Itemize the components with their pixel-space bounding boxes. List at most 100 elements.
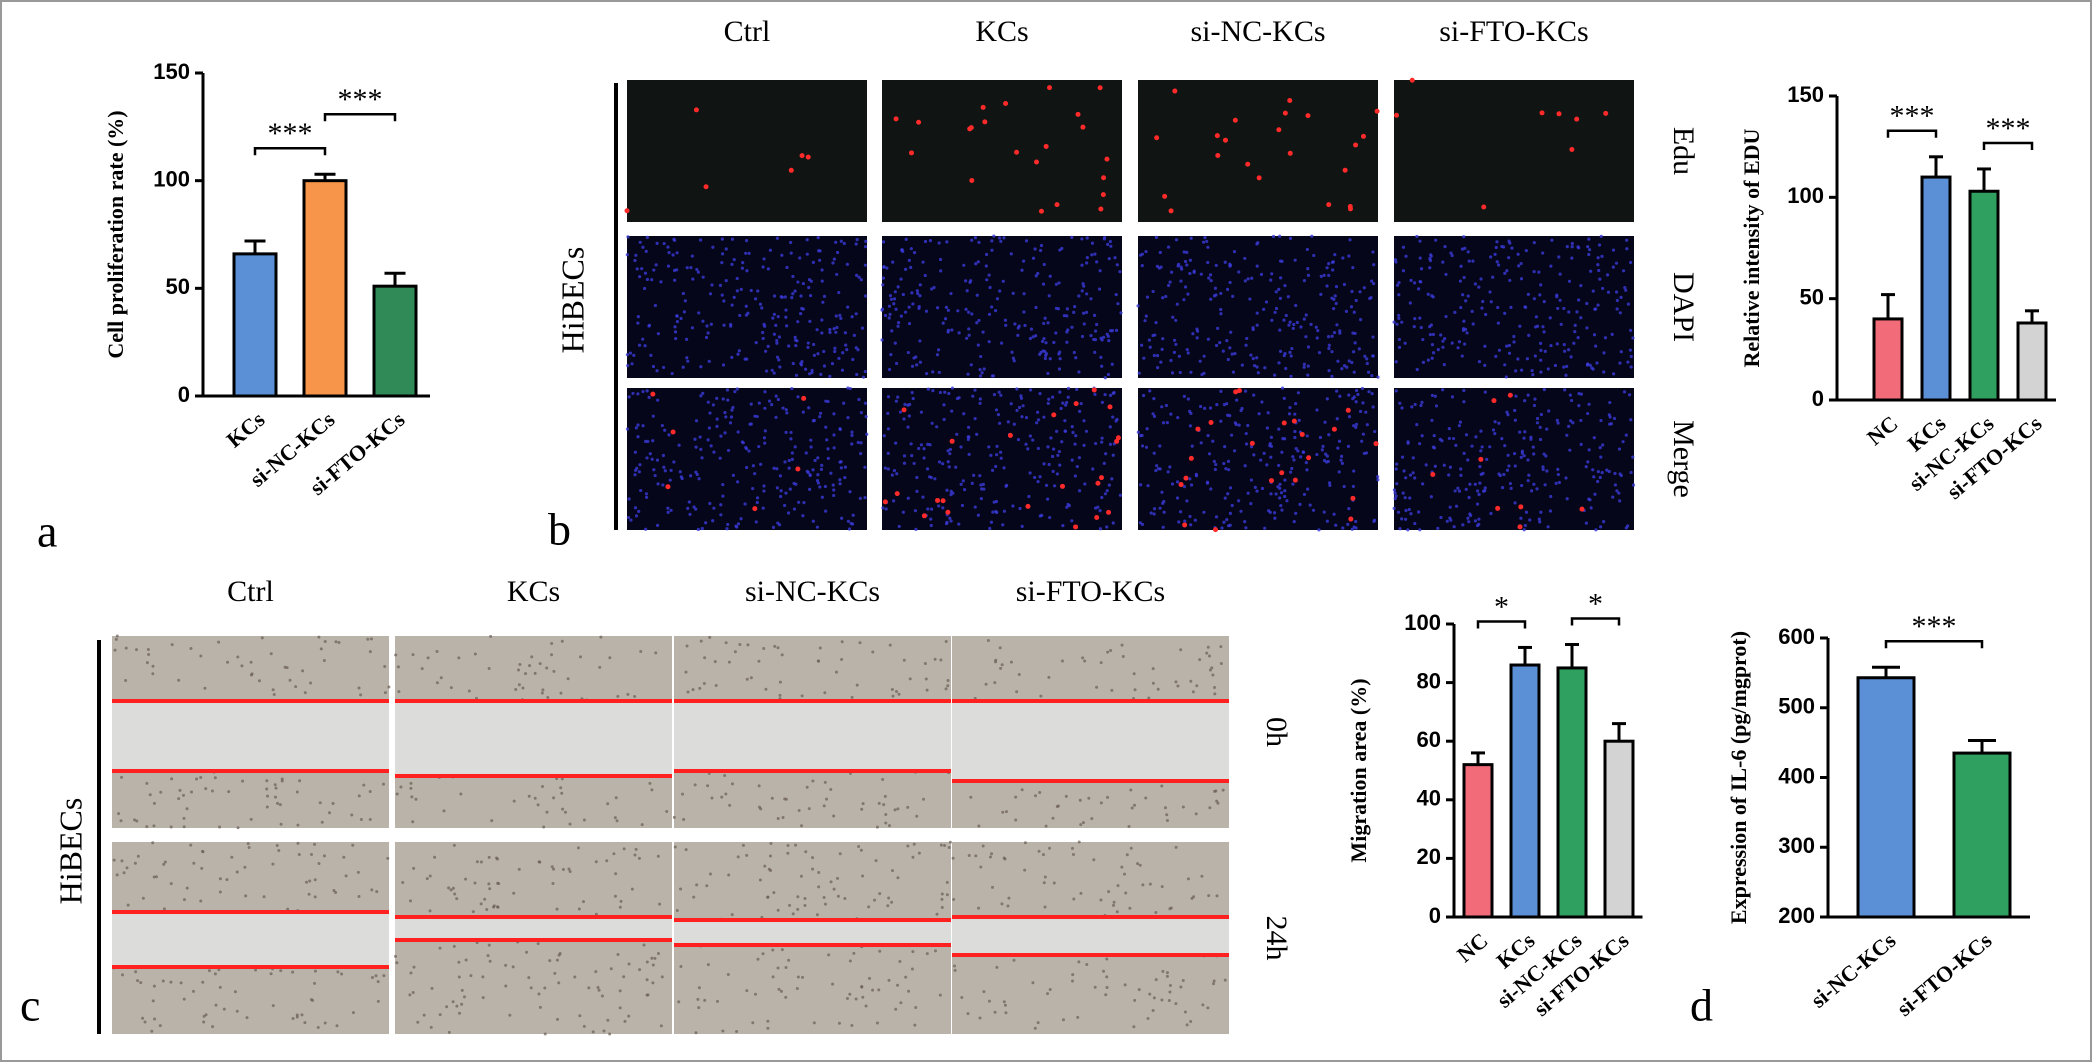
cell — [1061, 1018, 1065, 1022]
nucleus — [1372, 263, 1376, 267]
cell — [659, 1024, 663, 1028]
nucleus — [793, 335, 797, 339]
nucleus — [1462, 388, 1466, 393]
nucleus — [1194, 474, 1199, 478]
column-label: Ctrl — [227, 575, 274, 608]
nucleus — [1156, 467, 1161, 471]
edu-cell — [1579, 506, 1585, 512]
nucleus — [1406, 441, 1410, 445]
cell — [416, 1020, 420, 1024]
nucleus — [999, 450, 1003, 454]
cell — [396, 665, 400, 669]
cell — [884, 821, 888, 825]
nucleus — [839, 466, 843, 470]
cell — [827, 953, 831, 957]
nucleus — [941, 321, 945, 325]
nucleus — [841, 351, 845, 355]
nucleus — [691, 277, 695, 281]
nucleus — [1102, 461, 1106, 465]
cell — [235, 1009, 239, 1013]
nucleus — [1311, 508, 1316, 512]
nucleus — [832, 412, 836, 416]
nucleus — [1222, 461, 1226, 466]
cell — [250, 672, 254, 676]
nucleus — [1587, 448, 1591, 452]
nucleus — [720, 293, 724, 297]
nucleus — [1293, 412, 1297, 416]
nucleus — [1271, 234, 1276, 239]
nucleus — [1299, 325, 1303, 329]
cell — [776, 908, 780, 912]
nucleus — [1319, 274, 1323, 278]
cell — [362, 783, 366, 787]
nucleus — [1478, 465, 1482, 469]
nucleus — [1175, 480, 1180, 484]
nucleus — [883, 466, 887, 470]
edu-cell — [1098, 206, 1104, 212]
cell — [1208, 668, 1212, 672]
y-tick-label: 40 — [1417, 786, 1441, 811]
nucleus — [1228, 523, 1232, 527]
nucleus — [1024, 239, 1029, 243]
cell — [1043, 905, 1047, 909]
cell — [169, 825, 173, 829]
nucleus — [652, 268, 656, 272]
cell — [297, 853, 301, 857]
cell — [1123, 983, 1127, 987]
nucleus — [1077, 294, 1081, 298]
nucleus — [661, 365, 666, 370]
nucleus — [987, 273, 991, 277]
nucleus — [1084, 429, 1089, 433]
nucleus — [1619, 295, 1623, 299]
cell — [1107, 890, 1111, 894]
nucleus — [1342, 282, 1347, 287]
nucleus — [1545, 469, 1549, 473]
cell — [630, 887, 634, 891]
nucleus — [1497, 348, 1502, 352]
edu-cell — [1569, 146, 1575, 152]
cell — [319, 647, 323, 651]
nucleus — [693, 437, 697, 441]
cell — [1039, 694, 1043, 698]
cell — [1071, 852, 1075, 856]
cell — [746, 643, 750, 647]
nucleus — [1045, 497, 1050, 501]
nucleus — [1331, 268, 1335, 272]
y-tick-label: 50 — [1800, 284, 1824, 309]
nucleus — [1047, 462, 1051, 467]
nucleus — [917, 446, 921, 451]
nucleus — [1441, 388, 1445, 392]
cell — [1078, 798, 1082, 802]
nucleus — [789, 240, 793, 245]
cell — [695, 883, 699, 887]
nucleus — [1553, 363, 1558, 368]
cell — [230, 855, 234, 859]
nucleus — [1365, 423, 1369, 427]
edu-cell — [1214, 133, 1220, 139]
nucleus — [1283, 478, 1287, 482]
nucleus — [818, 415, 822, 419]
nucleus — [1092, 313, 1097, 317]
cell — [236, 655, 240, 659]
cell — [829, 787, 833, 791]
nucleus — [1233, 351, 1237, 356]
nucleus — [1344, 309, 1349, 314]
nucleus — [688, 512, 692, 516]
nucleus — [1209, 297, 1213, 301]
nucleus — [1392, 488, 1397, 492]
nucleus — [1591, 468, 1595, 472]
nucleus — [787, 466, 791, 470]
nucleus — [1615, 489, 1619, 493]
cell — [368, 790, 372, 794]
nucleus — [1283, 494, 1287, 499]
nucleus — [994, 309, 998, 313]
cell — [246, 842, 250, 846]
cell — [656, 854, 660, 858]
cell — [301, 669, 305, 673]
cell — [677, 1000, 681, 1004]
cell — [912, 842, 916, 846]
bar — [1952, 751, 2012, 919]
nucleus — [1199, 272, 1203, 276]
cell — [1105, 957, 1109, 961]
cell — [843, 897, 847, 901]
